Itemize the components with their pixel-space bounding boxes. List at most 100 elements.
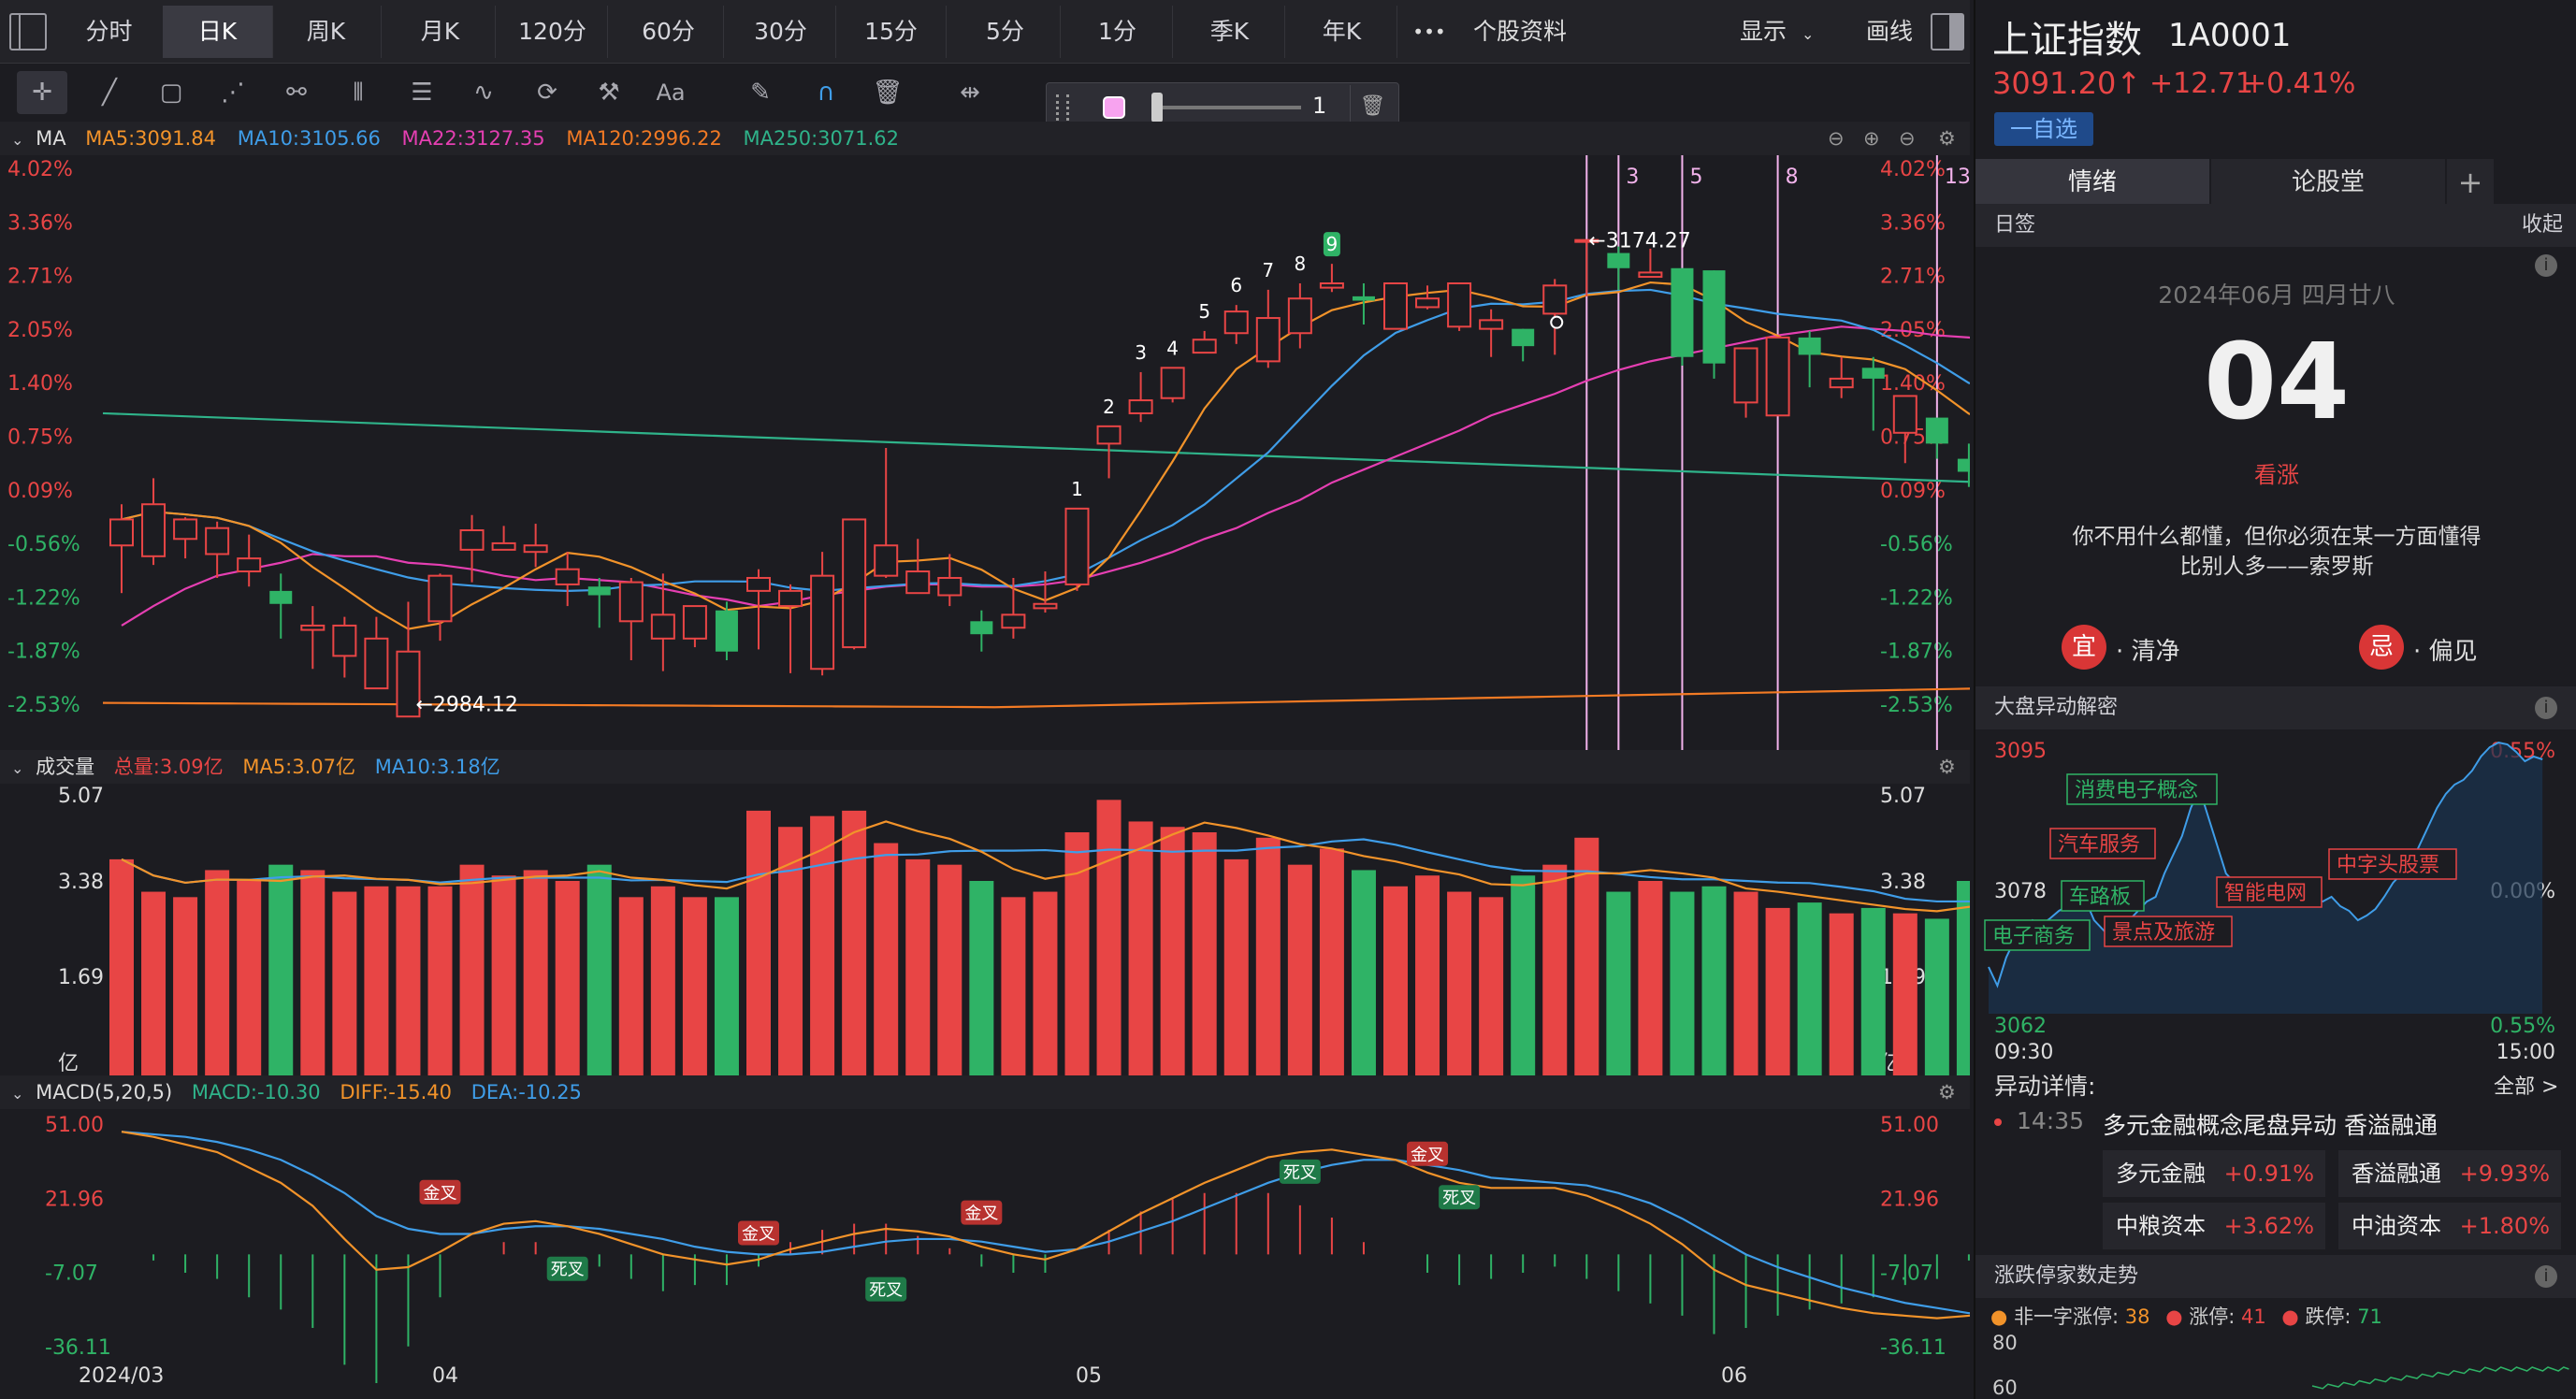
- display-dropdown[interactable]: 显示 ⌄: [1740, 6, 1843, 58]
- panel-toggle-icon[interactable]: [1931, 13, 1964, 50]
- tab-forum[interactable]: 论股堂: [2211, 159, 2445, 206]
- tab-3[interactable]: 月K: [385, 6, 496, 58]
- magnet-tool-icon[interactable]: ∩: [817, 79, 835, 107]
- intraday-chart[interactable]: 3095307830620.55%0.00%0.55%09:3015:00消费电…: [1975, 733, 2576, 1072]
- tab-4[interactable]: 120分: [498, 6, 608, 58]
- candle-body: [1638, 271, 1663, 279]
- detail-chip[interactable]: 香溢融通 +9.93%: [2338, 1150, 2561, 1197]
- tab-sentiment[interactable]: 情绪: [1975, 159, 2209, 206]
- dead-cross-badge: [1439, 1185, 1481, 1210]
- volume-bar: [1033, 891, 1058, 1075]
- plus-icon[interactable]: ⊕: [1863, 127, 1880, 150]
- rectangle-tool-icon[interactable]: ▢: [159, 79, 183, 107]
- tab-9[interactable]: 1分: [1063, 6, 1173, 58]
- legend-b-value: 41: [2240, 1305, 2266, 1328]
- tab-6[interactable]: 30分: [726, 6, 836, 58]
- split-tool-icon[interactable]: ⇹: [960, 79, 980, 107]
- kline-chart[interactable]: 4.02% 4.02%3.36% 3.36%2.71% 2.71%2.05% 2.05%…: [0, 155, 1970, 750]
- volume-y-label-left: 1.69: [58, 966, 104, 989]
- pct-label-right: 3.36%: [1880, 211, 1946, 235]
- tab-5[interactable]: 60分: [614, 6, 724, 58]
- volume-bar: [109, 858, 134, 1075]
- collapse-button[interactable]: 收起: [2521, 213, 2563, 237]
- count-label: 1: [1071, 478, 1083, 500]
- wave-tool-icon[interactable]: ∿: [473, 79, 494, 107]
- info-icon[interactable]: i: [2535, 1265, 2557, 1288]
- fib-tool-icon[interactable]: ☰: [411, 79, 433, 107]
- detail-chip[interactable]: 中粮资本 +3.62%: [2103, 1203, 2325, 1249]
- volume-bar: [1765, 907, 1790, 1075]
- volume-y-label-left: 3.38: [58, 871, 104, 894]
- macd-chart[interactable]: 51.00 51.00 21.96 21.96 -7.07 -7.07 -36.11 -36.…: [0, 1109, 1970, 1399]
- detail-chip[interactable]: 中油资本 +1.80%: [2338, 1203, 2561, 1249]
- detail-chip[interactable]: 多元金融 +0.91%: [2103, 1150, 2325, 1197]
- chip-pct: +9.93%: [2459, 1161, 2550, 1187]
- ma22-value: MA22:3127.35: [401, 127, 545, 150]
- candle-body: [332, 624, 357, 657]
- minus-icon[interactable]: ⊖: [1828, 127, 1845, 150]
- tab-0[interactable]: 分时: [54, 6, 165, 58]
- info-icon[interactable]: i: [2535, 254, 2557, 277]
- tab-11[interactable]: 年K: [1287, 6, 1397, 58]
- intra-tag-label: 汽车服务: [2058, 833, 2140, 857]
- count-label: 5: [1198, 300, 1210, 323]
- trash-icon[interactable]: 🗑: [1350, 85, 1395, 128]
- cross-badge-label: 金叉: [742, 1224, 775, 1244]
- market-move-title: 大盘异动解密: [1994, 696, 2119, 719]
- tab-10[interactable]: 季K: [1175, 6, 1285, 58]
- candle-body: [364, 637, 389, 690]
- watchlist-button[interactable]: 一自选: [1994, 112, 2093, 146]
- tab-1[interactable]: 日K: [163, 6, 273, 58]
- gann-tool-icon[interactable]: ⦀: [353, 78, 364, 107]
- gear-icon[interactable]: ⚙: [1938, 756, 1956, 778]
- limit-trend-line: [2311, 1366, 2569, 1390]
- volume-bar: [1892, 913, 1918, 1075]
- volume-bar: [268, 864, 294, 1075]
- color-swatch[interactable]: [1103, 96, 1125, 119]
- daily-sign-title: 日签: [1994, 213, 2036, 237]
- pattern-tool-icon[interactable]: ⚯: [286, 79, 307, 107]
- width-slider[interactable]: [1151, 93, 1301, 123]
- eraser-tool-icon[interactable]: ✎: [750, 79, 771, 107]
- line-tool-icon[interactable]: ╱: [102, 79, 117, 107]
- volume-bar: [714, 897, 739, 1075]
- gear-icon[interactable]: ⚙: [1938, 1081, 1956, 1103]
- volume-bar: [1829, 913, 1854, 1075]
- candle-body: [1892, 395, 1918, 434]
- profile-button[interactable]: 个股资料: [1472, 18, 1567, 45]
- pct-label-left: 2.05%: [7, 319, 73, 342]
- gear-icon[interactable]: ⚙: [1938, 127, 1956, 150]
- daily-date: 2024年06月 四月廿八: [2158, 281, 2395, 309]
- measure-tool-icon[interactable]: ⚒: [598, 79, 620, 107]
- chevron-down-icon[interactable]: ⌄: [11, 759, 24, 777]
- cycle-tool-icon[interactable]: ⟳: [537, 79, 557, 107]
- chip-name: 中粮资本: [2116, 1213, 2206, 1239]
- chevron-down-icon[interactable]: ⌄: [11, 1085, 24, 1103]
- candle-body: [842, 518, 867, 649]
- text-tool-icon[interactable]: Aa: [656, 79, 686, 106]
- fan-tool-icon[interactable]: ⋰: [221, 79, 245, 107]
- cross-badge-label: 死叉: [869, 1281, 903, 1301]
- tab-8[interactable]: 5分: [950, 6, 1061, 58]
- draw-line-button[interactable]: 画线: [1865, 18, 1913, 45]
- volume-bar: [491, 875, 516, 1075]
- delete-tool-icon[interactable]: 🗑: [872, 79, 904, 107]
- candle-body: [1415, 297, 1440, 309]
- detail-all-link[interactable]: 全部 >: [2494, 1075, 2559, 1099]
- candle-body: [1064, 507, 1090, 585]
- chevron-down-icon[interactable]: ⌄: [11, 131, 24, 149]
- tab-2[interactable]: 周K: [271, 6, 382, 58]
- dea-value: DEA:-10.25: [470, 1081, 582, 1103]
- sidebar-toggle-icon[interactable]: [9, 13, 47, 50]
- intra-tag-box: [2061, 880, 2145, 912]
- tab-7[interactable]: 15分: [836, 6, 947, 58]
- drag-handle-icon[interactable]: [1056, 94, 1069, 121]
- more-button[interactable]: •••: [1412, 21, 1446, 43]
- volume-bar: [1447, 891, 1472, 1075]
- info-icon[interactable]: i: [2535, 697, 2557, 719]
- crosshair-tool-icon[interactable]: ✛: [17, 71, 67, 114]
- add-tab-button[interactable]: +: [2447, 159, 2494, 206]
- intra-tag-box: [2328, 848, 2457, 880]
- close-icon[interactable]: ⊖: [1899, 127, 1916, 150]
